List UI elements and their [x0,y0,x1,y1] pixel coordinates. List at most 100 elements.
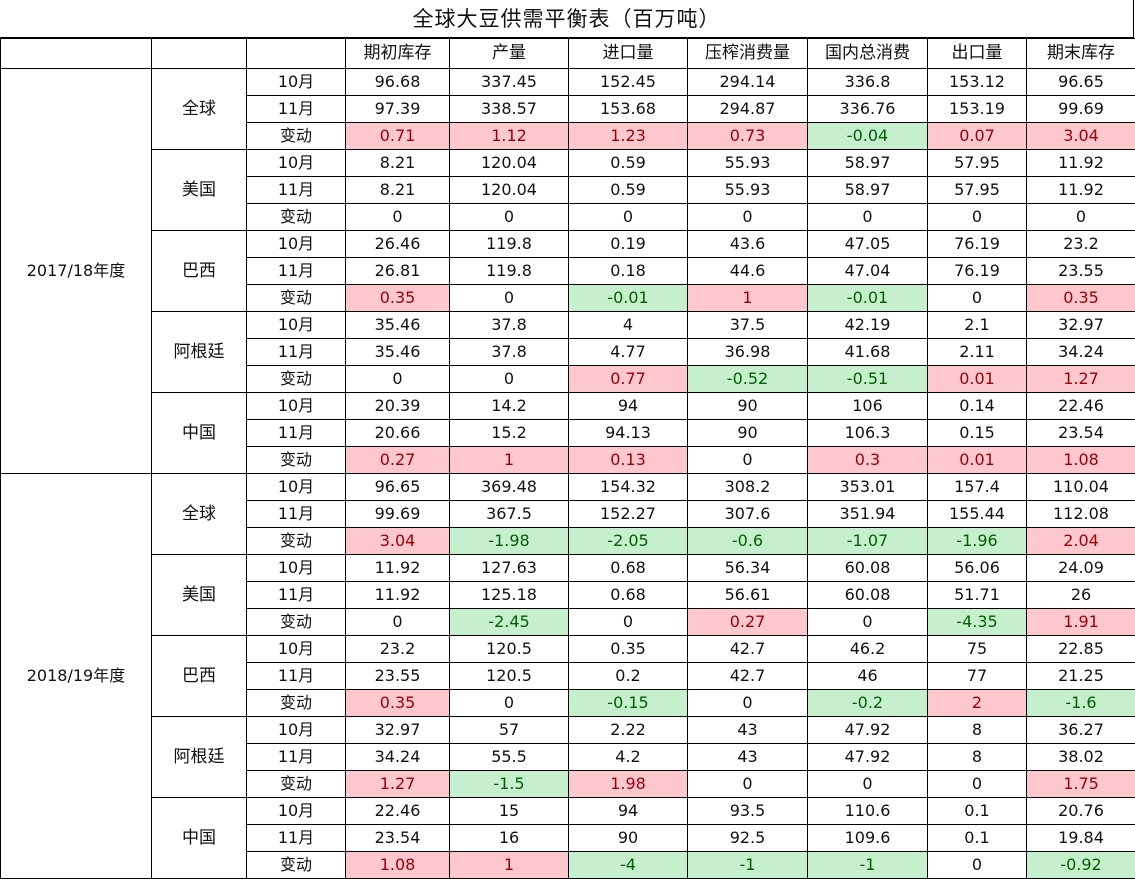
data-cell: 55.93 [688,150,808,177]
data-cell: 60.08 [808,582,928,609]
data-cell: 94 [569,393,688,420]
data-cell: 112.08 [1027,501,1135,528]
data-cell: 106 [808,393,928,420]
data-cell: 0.27 [688,609,808,636]
data-cell: 11.92 [346,555,450,582]
data-cell: 0 [569,609,688,636]
data-cell: 22.46 [1027,393,1135,420]
data-cell: 4.2 [569,744,688,771]
header-blank-year [1,39,152,69]
data-cell: 0.3 [808,447,928,474]
column-header: 进口量 [569,39,688,69]
data-cell: 0.73 [688,123,808,150]
data-cell: 119.8 [450,231,569,258]
data-cell: -1.6 [1027,690,1135,717]
data-cell: 0 [808,204,928,231]
data-cell: -0.92 [1027,852,1135,879]
data-cell: 0.01 [928,366,1027,393]
data-cell: 20.39 [346,393,450,420]
region-label: 美国 [152,150,247,231]
data-cell: 20.76 [1027,798,1135,825]
row-label: 11月 [247,825,346,852]
data-cell: 60.08 [808,555,928,582]
data-cell: 3.04 [346,528,450,555]
row-label: 10月 [247,555,346,582]
data-cell: 1.27 [346,771,450,798]
row-label: 变动 [247,366,346,393]
data-cell: 0 [928,771,1027,798]
data-cell: 1.91 [1027,609,1135,636]
data-cell: 51.71 [928,582,1027,609]
data-cell: -0.2 [808,690,928,717]
data-cell: 44.6 [688,258,808,285]
data-cell: 119.8 [450,258,569,285]
table-body: 期初库存 产量 进口量 压榨消费量 国内总消费 出口量 期末库存 2017/18… [1,39,1135,879]
region-label: 全球 [152,474,247,555]
data-cell: 57 [450,717,569,744]
data-cell: 0 [450,690,569,717]
data-cell: 92.5 [688,825,808,852]
data-cell: 0.13 [569,447,688,474]
header-blank-month [247,39,346,69]
data-cell: 153.12 [928,69,1027,96]
data-cell: 152.45 [569,69,688,96]
data-cell: 76.19 [928,231,1027,258]
data-cell: 15.2 [450,420,569,447]
data-cell: 47.05 [808,231,928,258]
data-cell: 96.65 [1027,69,1135,96]
data-cell: 120.5 [450,663,569,690]
column-header: 出口量 [928,39,1027,69]
year-label: 2018/19年度 [1,474,152,879]
data-cell: 1 [688,285,808,312]
data-cell: 21.25 [1027,663,1135,690]
data-cell: 2.22 [569,717,688,744]
row-label: 变动 [247,771,346,798]
data-cell: -1.98 [450,528,569,555]
data-cell: 37.5 [688,312,808,339]
data-cell: 43.6 [688,231,808,258]
data-cell: 94 [569,798,688,825]
data-cell: 110.6 [808,798,928,825]
row-label: 11月 [247,339,346,366]
row-label: 10月 [247,312,346,339]
data-cell: 120.04 [450,150,569,177]
data-cell: 0 [928,852,1027,879]
data-cell: 35.46 [346,339,450,366]
data-cell: 14.2 [450,393,569,420]
data-cell: -0.15 [569,690,688,717]
data-cell: 0 [928,204,1027,231]
data-cell: 26 [1027,582,1135,609]
data-cell: 127.63 [450,555,569,582]
data-cell: 1.27 [1027,366,1135,393]
data-cell: 1.98 [569,771,688,798]
data-cell: 0.19 [569,231,688,258]
data-cell: 23.55 [346,663,450,690]
data-cell: 46.2 [808,636,928,663]
data-cell: 55.93 [688,177,808,204]
column-header: 期初库存 [346,39,450,69]
data-cell: 24.09 [1027,555,1135,582]
row-label: 10月 [247,231,346,258]
data-cell: 336.76 [808,96,928,123]
data-cell: 0 [808,771,928,798]
data-cell: 125.18 [450,582,569,609]
data-cell: 2.11 [928,339,1027,366]
data-cell: 0.35 [346,285,450,312]
data-cell: 90 [569,825,688,852]
data-cell: 0 [346,609,450,636]
data-cell: 77 [928,663,1027,690]
data-cell: 43 [688,744,808,771]
data-cell: 41.68 [808,339,928,366]
data-cell: 35.46 [346,312,450,339]
data-cell: 23.2 [1027,231,1135,258]
data-cell: 0 [450,285,569,312]
data-cell: 55.5 [450,744,569,771]
data-cell: 1.23 [569,123,688,150]
data-cell: 75 [928,636,1027,663]
